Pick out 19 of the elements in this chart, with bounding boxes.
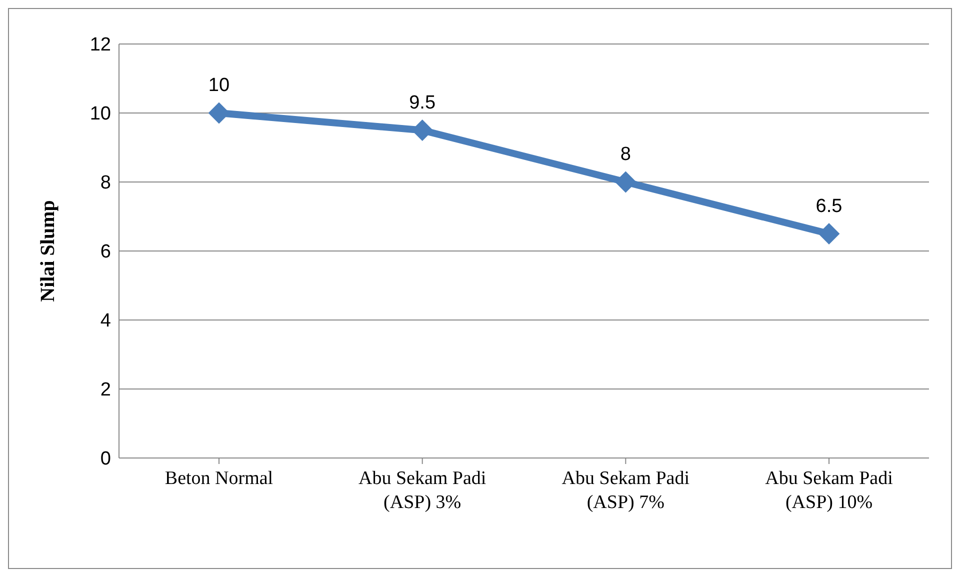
data-label: 8 (620, 144, 631, 165)
point (818, 223, 840, 244)
y-tick-label: 2 (100, 380, 111, 401)
data-label: 10 (208, 75, 230, 96)
data-label: 6.5 (816, 196, 842, 217)
y-tick-label: 0 (100, 448, 111, 470)
x-tick-label: Abu Sekam Padi (ASP) 7% (562, 468, 690, 513)
x-tick-label: Beton Normal (164, 468, 274, 489)
point (208, 102, 230, 124)
y-tick-label: 8 (100, 172, 111, 194)
y-tick-label: 10 (90, 104, 111, 125)
x-tick-label: Abu Sekam Padi (ASP) 10% (765, 468, 893, 513)
data-label: 9.5 (409, 92, 436, 114)
x-tick-label: Abu Sekam Padi (ASP) 3% (358, 468, 486, 513)
y-axis-title: Nilai Slump (37, 200, 60, 302)
y-tick-label: 4 (100, 310, 112, 332)
point (615, 172, 636, 192)
y-tick-label: 12 (90, 34, 111, 56)
y-tick-label: 6 (100, 242, 111, 263)
